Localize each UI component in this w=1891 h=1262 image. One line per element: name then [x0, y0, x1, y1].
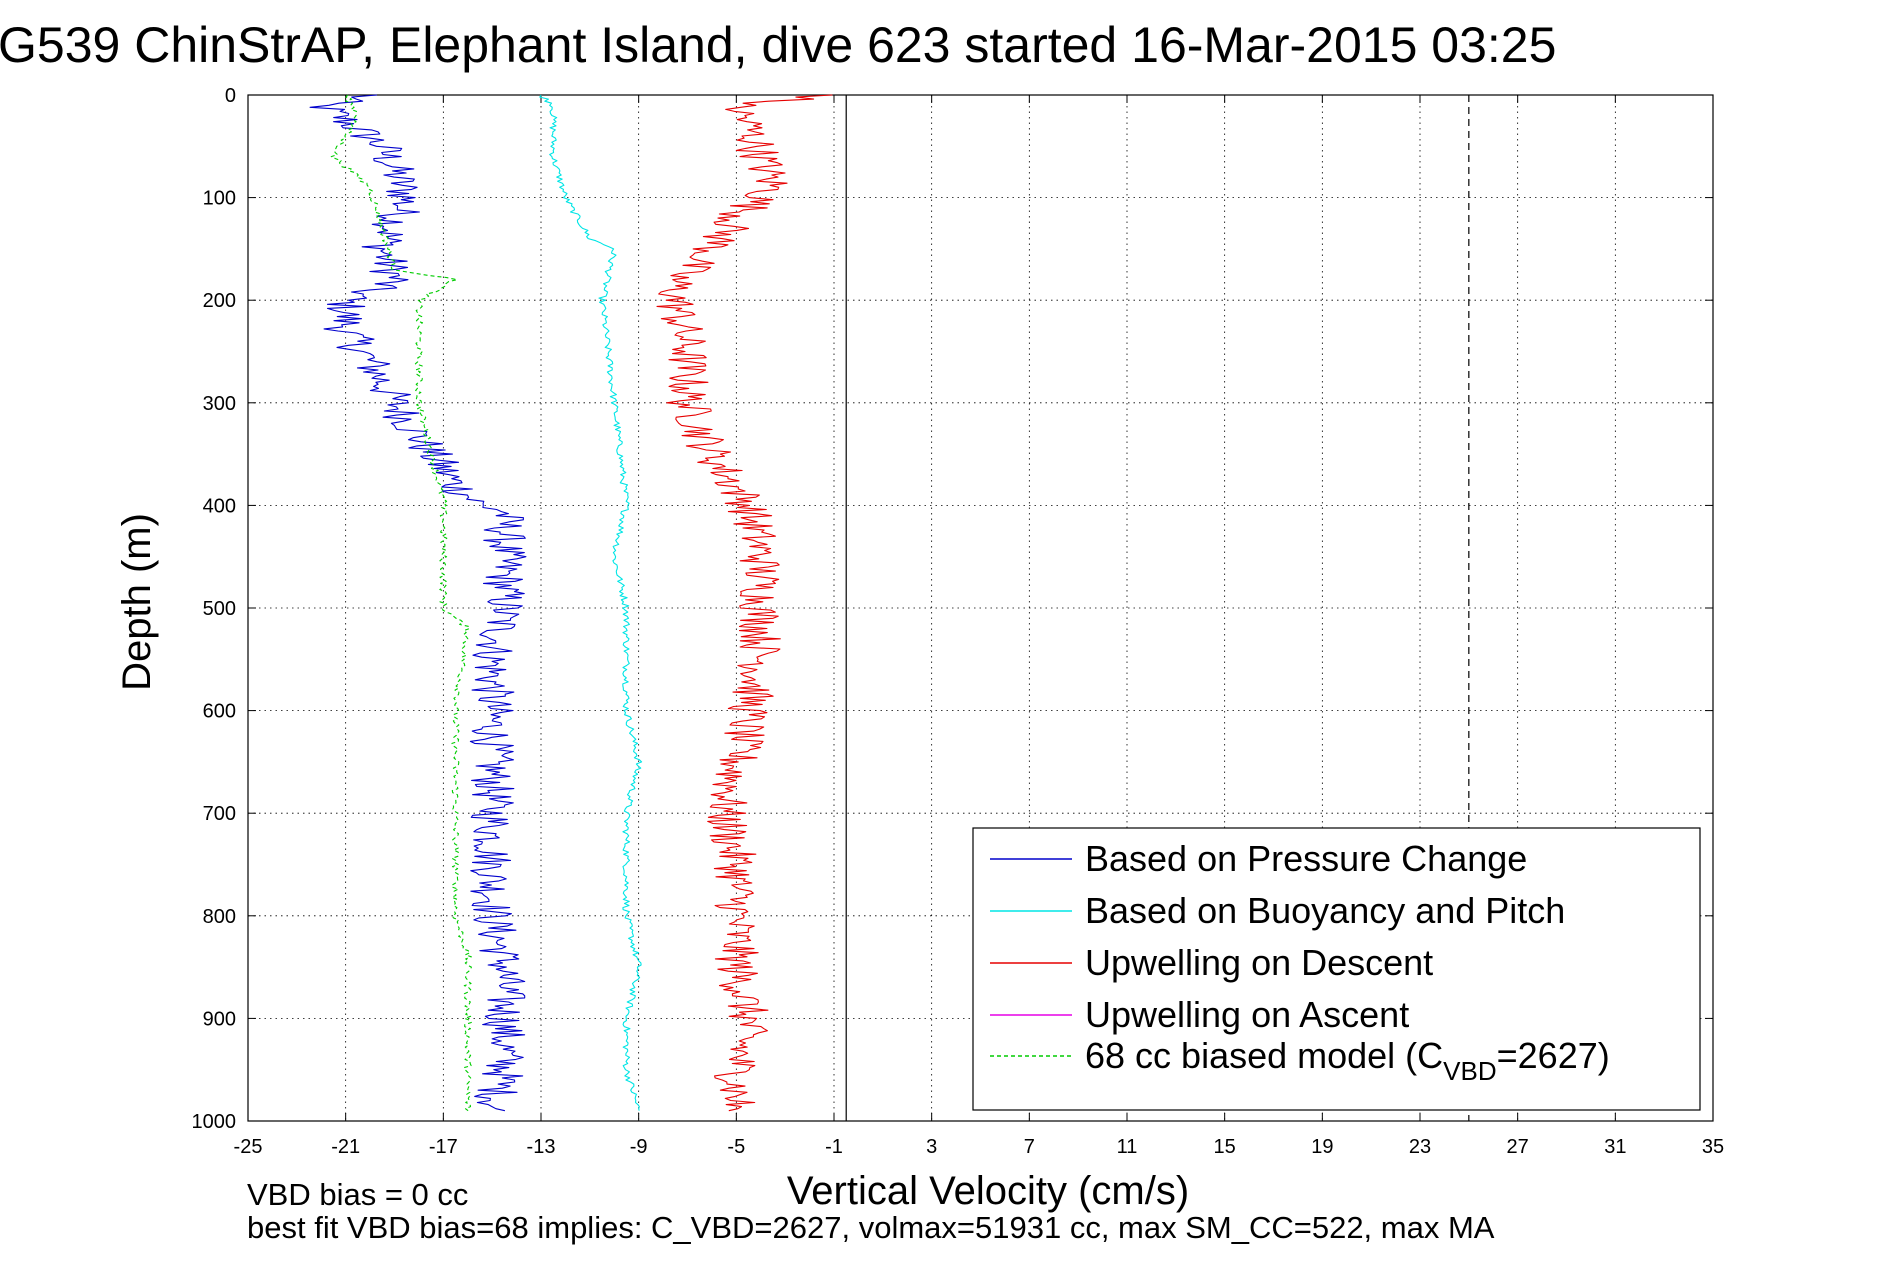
x-tick-label: -13: [527, 1136, 556, 1158]
legend-label-2: Based on Buoyancy and Pitch: [1085, 890, 1565, 931]
series-line-2-descent: [539, 94, 643, 1111]
axis-ticks: -25 -21 -17 -13 -9 -5 -1 3 7 11 15 19 23 27 31 35010020…: [192, 85, 1725, 1158]
x-tick-label: 19: [1311, 1136, 1333, 1158]
x-tick-label: -21: [331, 1136, 360, 1158]
x-tick-label: 7: [1024, 1136, 1035, 1158]
legend-label-1: Based on Pressure Change: [1085, 838, 1527, 879]
y-tick-label: 1000: [192, 1111, 237, 1133]
y-tick-label: 200: [203, 290, 236, 312]
footnote-vbd-bias: VBD bias = 0 cc: [247, 1177, 468, 1212]
legend-label-subscript: VBD: [1443, 1056, 1496, 1086]
x-axis-label: Vertical Velocity (cm/s): [787, 1169, 1189, 1213]
series-line-1-descent: [309, 94, 527, 1112]
y-tick-label: 300: [203, 393, 236, 415]
x-tick-label: 15: [1214, 1136, 1236, 1158]
x-tick-label: -25: [234, 1136, 263, 1158]
legend-label-4: Upwelling on Ascent: [1085, 994, 1409, 1035]
y-tick-label: 0: [225, 85, 236, 107]
x-tick-label: 27: [1507, 1136, 1529, 1158]
y-tick-label: 500: [203, 598, 236, 620]
x-tick-label: -9: [630, 1136, 648, 1158]
x-tick-label: 3: [926, 1136, 937, 1158]
y-tick-label: 900: [203, 1008, 236, 1030]
series-lines: [309, 94, 833, 1112]
y-tick-label: 700: [203, 803, 236, 825]
x-tick-label: 31: [1604, 1136, 1626, 1158]
y-tick-label: 600: [203, 701, 236, 723]
legend-label-3: Upwelling on Descent: [1085, 942, 1433, 983]
x-tick-label: -17: [429, 1136, 458, 1158]
footnote-best-fit: best fit VBD bias=68 implies: C_VBD=2627…: [247, 1210, 1495, 1245]
chart-title: G539 ChinStrAP, Elephant Island, dive 62…: [0, 17, 1556, 73]
y-tick-label: 100: [203, 188, 236, 210]
x-tick-label: 23: [1409, 1136, 1431, 1158]
series-line-3-descent: [656, 94, 833, 1112]
y-tick-label: 800: [203, 906, 236, 928]
y-axis-label: Depth (m): [115, 513, 159, 691]
y-tick-label: 400: [203, 495, 236, 517]
series-line-5-descent: [330, 94, 472, 1112]
legend: Based on Pressure Change Based on Buoyanc…: [972, 827, 1701, 1111]
x-tick-label: 35: [1702, 1136, 1724, 1158]
x-tick-label: 11: [1117, 1136, 1138, 1158]
legend-box: [972, 827, 1701, 1111]
x-tick-label: -5: [727, 1136, 745, 1158]
x-tick-label: -1: [825, 1136, 843, 1158]
legend-label-suffix: =2627): [1497, 1035, 1610, 1076]
